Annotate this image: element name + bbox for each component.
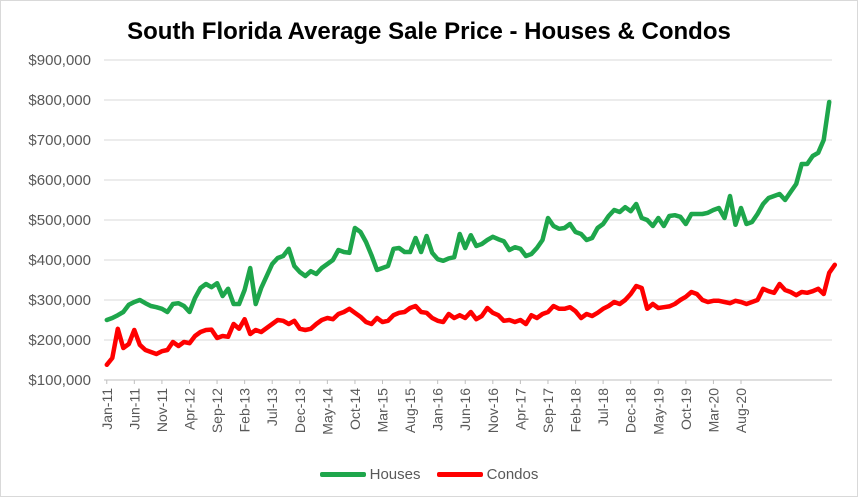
y-tick-label: $800,000 [28,92,91,109]
x-tick-label: Nov-16 [485,388,501,433]
legend-swatch-condos [436,472,483,477]
legend-label-houses: Houses [369,466,421,483]
x-tick-label: Aug-15 [402,388,418,433]
x-tick-label: Dec-18 [623,388,639,433]
x-tick-label: Sep-12 [209,388,225,433]
x-tick-label: Apr-12 [181,388,197,430]
x-tick-label: Apr-17 [512,388,528,430]
x-tick-label: Jul-18 [595,388,611,426]
series-line-condos [104,262,838,368]
x-tick-label: Jul-13 [264,388,280,426]
y-tick-label: $200,000 [28,332,91,349]
x-tick-label: Nov-11 [154,388,170,432]
x-tick-label: Jun-16 [457,388,473,431]
x-tick-label: May-19 [650,388,666,435]
y-tick-label: $400,000 [28,252,91,269]
legend-label-condos: Condos [486,466,539,483]
series-line-houses [104,99,832,323]
y-tick-label: $900,000 [28,52,91,69]
x-tick-label: Oct-14 [347,388,363,430]
x-tick-label: Dec-13 [292,388,308,433]
x-tick-label: Sep-17 [540,388,556,433]
x-tick-label: Jan-16 [430,388,446,431]
legend-swatch-houses [319,472,366,477]
x-tick-label: Jun-11 [126,388,142,430]
x-tick-label: Feb-13 [237,388,253,433]
legend-item-condos: Condos [436,466,539,483]
legend: Houses Condos [0,464,858,483]
x-tick-label: Jan-11 [99,388,115,430]
y-tick-label: $100,000 [28,372,91,389]
legend-item-houses: Houses [319,466,421,483]
chart-title: South Florida Average Sale Price - House… [127,18,731,45]
y-tick-label: $700,000 [28,132,91,149]
y-tick-label: $300,000 [28,292,91,309]
x-tick-label: Mar-20 [705,388,721,433]
y-tick-label: $600,000 [28,172,91,189]
x-tick-label: Oct-19 [678,388,694,430]
x-tick-label: Feb-18 [568,388,584,433]
x-tick-label: Aug-20 [733,388,749,433]
x-tick-label: Mar-15 [375,388,391,433]
x-tick-label: May-14 [319,388,335,435]
y-tick-label: $500,000 [28,212,91,229]
